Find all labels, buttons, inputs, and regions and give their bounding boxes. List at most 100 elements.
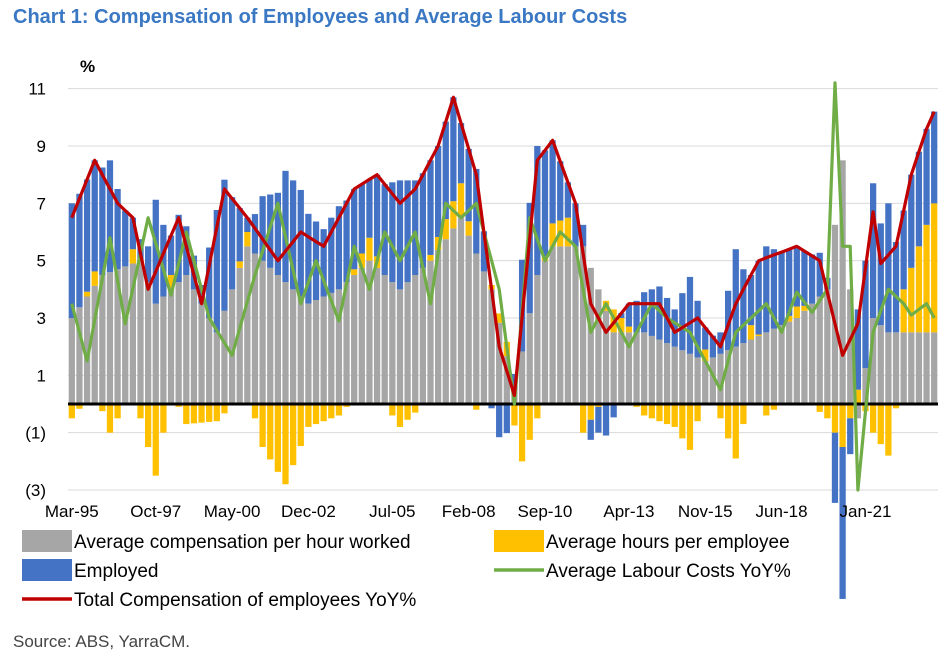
bar-employed [572,203,579,247]
bar-compensation [679,350,686,404]
bar-hours [870,404,877,433]
legend-label: Employed [74,561,159,582]
bar-hours [145,404,152,447]
legend-swatch [22,530,72,552]
bar-compensation [770,328,778,404]
bar-hours [206,404,213,422]
y-tick-label: 3 [37,309,46,328]
bar-employed [633,300,640,333]
bar-compensation [190,289,198,404]
legend-swatch [494,530,544,552]
bar-hours [167,275,175,290]
bar-employed [526,202,533,314]
bar-employed [595,406,602,433]
bar-employed [808,254,816,304]
bar-employed [778,252,785,326]
bar-compensation [145,282,152,404]
x-tick-label: Mar-95 [45,502,99,521]
bar-hours [267,404,274,460]
bar-hours [183,404,190,425]
bar-hours [427,254,434,261]
bar-compensation [488,289,495,404]
bar-compensation [572,246,579,404]
bar-compensation [885,332,892,404]
bar-compensation [534,275,541,404]
bar-hours [518,404,526,462]
x-tick-label: Sep-10 [518,502,573,521]
bar-employed [755,260,762,335]
bar-hours [831,404,839,433]
bar-hours [923,224,930,333]
bar-compensation [633,332,640,404]
bar-compensation [663,343,671,404]
bar-hours [641,404,648,416]
bar-compensation [595,289,602,404]
bar-compensation [114,269,121,404]
bar-compensation [412,275,419,404]
x-tick-labels: Mar-95 Oct-97 May-00 Dec-02 Jul-05 Feb-08 Sep-… [45,502,892,521]
bar-employed [358,184,365,254]
line-series [70,81,936,492]
bar-employed [259,196,266,261]
bar-compensation [618,332,625,404]
bar-employed [587,419,594,440]
bar-employed [412,180,419,275]
bar-compensation [152,303,159,404]
bar-compensation [831,224,839,404]
bar-compensation [91,285,98,404]
y-tick-labels: 11 9 7 5 3 1 (1) (3) [25,80,46,500]
bar-hours [824,404,831,419]
bar-compensation [419,267,426,404]
bar-employed [465,148,472,222]
bar-employed [99,167,106,275]
bar-employed [732,249,739,347]
bar-compensation [167,289,175,404]
bar-compensation [297,296,304,404]
bar-hours [366,237,373,261]
y-tick-label: (3) [25,481,46,500]
bar-hours [213,404,220,422]
bar-compensation [580,246,587,404]
y-tick-label: 1 [37,366,46,385]
bar-employed [122,210,129,267]
y-tick-label: 5 [37,252,46,271]
x-tick-label: Nov-15 [678,502,733,521]
bar-hours [152,404,159,476]
bar-compensation [68,318,75,404]
bar-employed [900,210,907,290]
bar-hours [915,246,923,333]
bar-compensation [442,239,449,404]
bar-compensation [709,357,716,404]
bar-employed [351,189,358,270]
bar-employed [496,404,503,438]
bar-hours [358,253,365,268]
bar-hours [496,313,503,323]
bar-employed [885,203,892,333]
bar-hours [549,223,556,247]
bar-hours [190,404,198,424]
bar-hours [694,404,701,422]
bar-employed [641,292,648,333]
bar-hours [99,404,106,412]
bar-compensation [877,325,884,404]
bar-compensation [83,296,91,404]
x-tick-label: Feb-08 [442,502,496,521]
bar-compensation [373,267,381,404]
bar-hours [793,306,800,318]
bar-employed [831,432,839,503]
bar-employed [160,224,167,297]
bar-compensation [549,246,556,404]
bar-hours [663,404,671,425]
bar-employed [282,170,289,283]
bar-compensation [198,303,205,404]
bar-compensation [503,356,510,404]
bar-employed [786,249,793,316]
bar-compensation [801,310,808,404]
bar-employed [488,404,495,409]
bar-hours [335,404,343,416]
bar-hours [221,404,228,414]
bar-compensation [221,310,228,404]
bar-employed [549,140,556,224]
source-note: Source: ABS, YarraCM. [13,632,190,651]
bar-hours [740,404,747,425]
